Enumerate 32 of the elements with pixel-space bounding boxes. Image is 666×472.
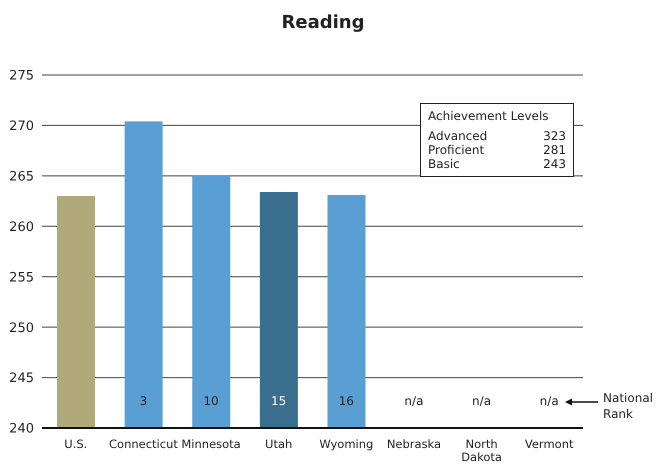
annotation: n/a — [471, 394, 492, 408]
annotation: Achievement Levels — [428, 109, 550, 123]
x-tick-label: Connecticut — [109, 437, 178, 451]
x-tick-label: U.S. — [64, 437, 88, 451]
y-tick-label: 255 — [9, 270, 34, 286]
y-tick-label: 245 — [9, 371, 34, 386]
y-tick-label: 275 — [9, 68, 34, 84]
annotation: 3 — [138, 394, 148, 408]
x-tick-label: Wyoming — [319, 437, 374, 451]
y-tick-label: 270 — [9, 119, 34, 134]
annotation: 323 — [543, 129, 566, 143]
y-tick-label: 260 — [9, 220, 34, 235]
text: National Rank — [603, 390, 654, 422]
x-tick-label: Minnesota — [181, 437, 241, 451]
x-tick-label: Vermont — [524, 437, 574, 451]
x-tick-label: Nebraska — [386, 437, 442, 451]
annotation: n/a — [538, 394, 560, 408]
annotation: 10 — [202, 394, 220, 408]
annotation: 243 — [543, 157, 566, 171]
annotation: 16 — [338, 394, 355, 408]
annotation: 281 — [543, 143, 566, 157]
annotation: n/a — [403, 394, 424, 408]
annotation: 15 — [270, 394, 288, 408]
chart-title: Reading — [280, 12, 366, 33]
y-tick-label: 240 — [9, 422, 34, 437]
annotation: Basic — [428, 157, 460, 171]
y-tick-label: 250 — [9, 320, 34, 336]
y-tick-label: 265 — [9, 169, 34, 184]
annotation: Proficient — [428, 143, 484, 157]
x-tick-label: North Dakota — [461, 437, 502, 464]
x-tick-label: Utah — [265, 437, 292, 451]
annotation: Advanced — [428, 129, 488, 143]
